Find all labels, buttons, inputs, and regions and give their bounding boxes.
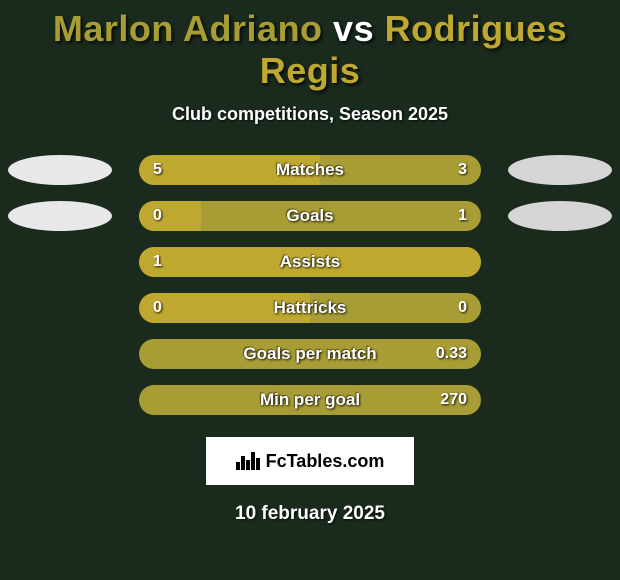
subtitle: Club competitions, Season 2025 [0,104,620,125]
comparison-row: 53Matches [0,155,620,185]
right-value: 0.33 [436,345,467,363]
player1-avatar-placeholder [8,155,112,185]
player2-avatar-placeholder [508,201,612,231]
comparison-row: 01Goals [0,201,620,231]
page-title: Marlon Adriano vs Rodrigues Regis [0,8,620,92]
comparison-row: 0.33Goals per match [0,339,620,369]
bar-fill [139,155,320,185]
comparison-infographic: Marlon Adriano vs Rodrigues Regis Club c… [0,0,620,525]
right-value: 270 [440,391,467,409]
bar-track: 1Assists [139,247,481,277]
comparison-row: 1Assists [0,247,620,277]
bar-chart-icon [236,452,260,470]
bar-track: 270Min per goal [139,385,481,415]
brand-box: FcTables.com [206,437,414,485]
bar-label: Goals per match [139,344,481,364]
right-value: 3 [458,161,467,179]
comparison-rows: 53Matches 01Goals 1Assists 00Hattricks 0.33G… [0,155,620,415]
title-vs: vs [323,8,385,49]
player1-name: Marlon Adriano [53,8,323,49]
right-value: 1 [458,207,467,225]
right-value: 0 [458,299,467,317]
date-text: 10 february 2025 [0,503,620,525]
player1-avatar-placeholder [8,201,112,231]
comparison-row: 270Min per goal [0,385,620,415]
bar-track: 00Hattricks [139,293,481,323]
comparison-row: 00Hattricks [0,293,620,323]
bar-track: 01Goals [139,201,481,231]
bar-track: 53Matches [139,155,481,185]
bar-fill [139,201,201,231]
player2-avatar-placeholder [508,155,612,185]
bar-label: Min per goal [139,390,481,410]
brand-text: FcTables.com [266,451,385,472]
bar-track: 0.33Goals per match [139,339,481,369]
bar-fill [139,247,481,277]
bar-fill [139,293,310,323]
